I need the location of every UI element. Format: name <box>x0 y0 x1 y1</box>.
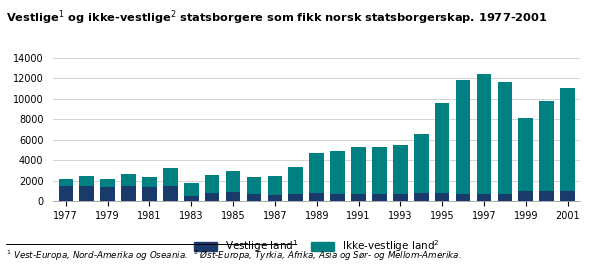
Bar <box>414 193 429 201</box>
Bar <box>477 194 491 201</box>
Bar <box>519 191 533 201</box>
Bar <box>330 151 345 194</box>
Bar <box>247 194 261 201</box>
Bar <box>372 194 387 201</box>
Bar <box>184 182 198 196</box>
Bar <box>435 193 449 201</box>
Bar <box>163 168 178 186</box>
Bar <box>59 186 73 201</box>
Bar <box>414 134 429 193</box>
Bar <box>310 153 324 193</box>
Bar <box>393 194 408 201</box>
Bar <box>226 192 240 201</box>
Bar <box>205 175 220 193</box>
Bar <box>435 103 449 193</box>
Bar <box>477 74 491 194</box>
Bar <box>226 171 240 192</box>
Text: $^{1}$ Vest-Europa, Nord-Amerika og Oseania.  $^{2}$ Øst-Europa, Tyrkia, Afrika,: $^{1}$ Vest-Europa, Nord-Amerika og Osea… <box>6 248 462 263</box>
Bar <box>121 185 136 201</box>
Bar <box>351 147 366 194</box>
Bar <box>497 81 512 194</box>
Bar <box>310 193 324 201</box>
Bar <box>393 145 408 194</box>
Bar <box>539 191 554 201</box>
Bar <box>456 194 471 201</box>
Bar <box>79 186 94 201</box>
Legend: Vestlige land$^{1}$, Ikke-vestlige land$^{2}$: Vestlige land$^{1}$, Ikke-vestlige land$… <box>194 238 440 254</box>
Bar <box>184 196 198 201</box>
Bar <box>497 194 512 201</box>
Bar <box>59 179 73 186</box>
Bar <box>247 177 261 194</box>
Bar <box>560 88 575 191</box>
Bar <box>268 195 282 201</box>
Bar <box>100 179 115 187</box>
Bar <box>142 177 157 187</box>
Bar <box>560 191 575 201</box>
Bar <box>456 80 471 194</box>
Bar <box>519 118 533 191</box>
Bar <box>351 194 366 201</box>
Bar <box>372 147 387 194</box>
Bar <box>205 193 220 201</box>
Bar <box>288 194 303 201</box>
Bar <box>539 101 554 191</box>
Bar <box>79 176 94 186</box>
Bar <box>121 174 136 185</box>
Bar <box>142 187 157 201</box>
Bar <box>330 194 345 201</box>
Bar <box>268 176 282 195</box>
Bar <box>163 186 178 201</box>
Text: Vestlige$^{1}$ og ikke-vestlige$^{2}$ statsborgere som fikk norsk statsborgerska: Vestlige$^{1}$ og ikke-vestlige$^{2}$ st… <box>6 8 548 27</box>
Bar <box>100 187 115 201</box>
Bar <box>288 167 303 194</box>
